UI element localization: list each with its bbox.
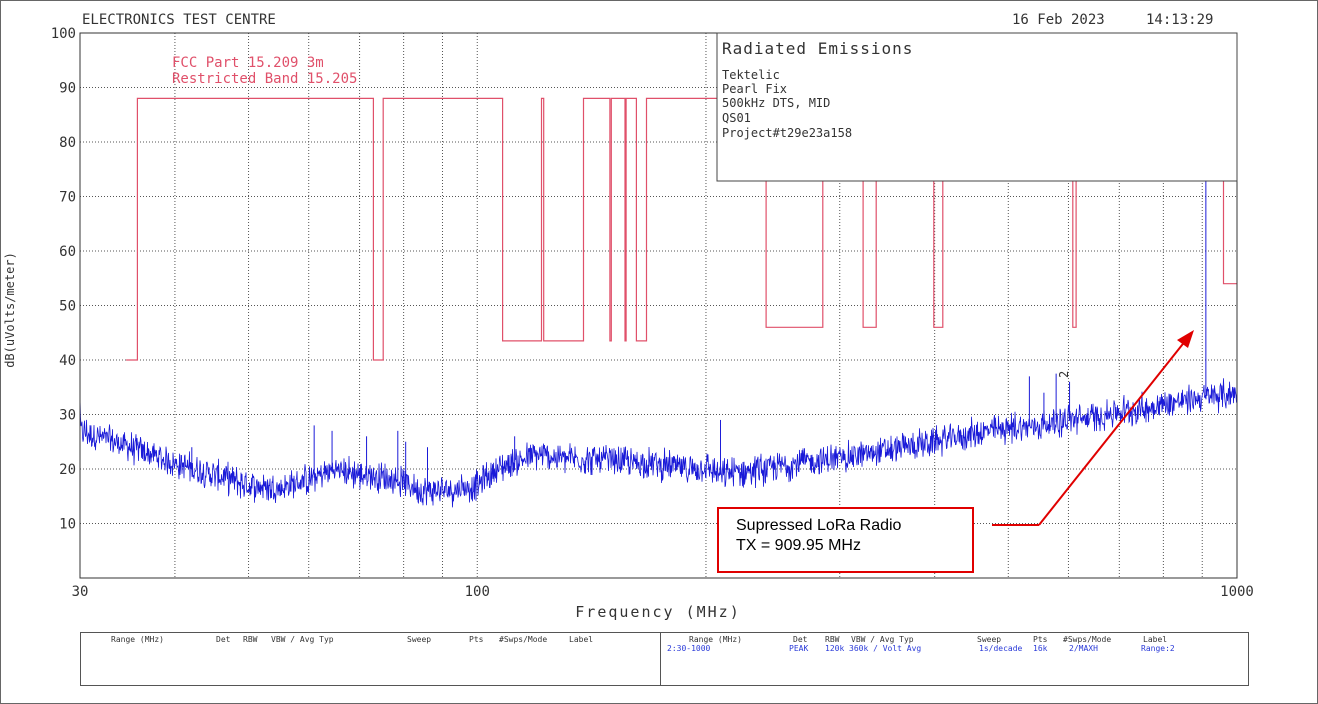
th-pts-l: Pts	[469, 635, 484, 644]
settings-table-left: Range (MHz) Det RBW VBW / Avg Typ Sweep …	[81, 633, 661, 685]
td-vbw: 360k / Volt Avg	[849, 644, 922, 653]
info-line-5: Project#t29e23a158	[722, 126, 852, 140]
td-pts: 16k	[1033, 644, 1048, 653]
header-date: 16 Feb 2023	[1012, 12, 1105, 28]
x-tick-label: 1000	[1220, 584, 1254, 600]
th-rbw-l: RBW	[243, 635, 258, 644]
x-axis-title: Frequency (MHz)	[575, 603, 740, 621]
th-swps-l: #Swps/Mode	[499, 635, 548, 644]
x-tick-label: 30	[72, 584, 89, 600]
settings-table: Range (MHz) Det RBW VBW / Avg Typ Sweep …	[80, 632, 1249, 686]
y-tick-label: 20	[59, 462, 76, 478]
y-tick-label: 30	[59, 408, 76, 424]
info-line-1: Tektelic	[722, 68, 780, 82]
info-box-title: Radiated Emissions	[722, 39, 913, 58]
y-tick-label: 50	[59, 299, 76, 315]
th-det-r: Det	[793, 635, 808, 644]
callout-line-2: TX = 909.95 MHz	[736, 537, 861, 554]
info-box-frame	[716, 32, 1238, 182]
y-tick-label: 40	[59, 353, 76, 369]
th-label-r: Label	[1143, 635, 1168, 644]
th-sweep-l: Sweep	[407, 635, 432, 644]
th-vbw-r: VBW / Avg Typ	[851, 635, 914, 644]
limit-label-restricted: Restricted Band 15.205	[172, 71, 357, 87]
settings-table-right: Range (MHz) Det RBW VBW / Avg Typ Sweep …	[661, 633, 1248, 685]
th-det-l: Det	[216, 635, 231, 644]
callout-line-1: Supressed LoRa Radio	[736, 517, 902, 534]
th-vbw-l: VBW / Avg Typ	[271, 635, 334, 644]
td-range: 2:30-1000	[667, 644, 711, 653]
th-swps-r: #Swps/Mode	[1063, 635, 1112, 644]
y-tick-label: 80	[59, 135, 76, 151]
limit-label-fcc: FCC Part 15.209 3m	[172, 55, 324, 71]
th-label-l: Label	[569, 635, 594, 644]
th-rbw-r: RBW	[825, 635, 840, 644]
th-range-l: Range (MHz)	[111, 635, 164, 644]
td-sweep: 1s/decade	[979, 644, 1023, 653]
arrow-head-icon	[1177, 330, 1194, 348]
y-tick-labels: 10 20 30 40 50 60 70 80 90 100	[51, 26, 76, 533]
marker-label: 2	[1057, 371, 1071, 378]
info-box: Radiated Emissions Tektelic Pearl Fix 50…	[716, 32, 1238, 182]
limit-line	[126, 97, 1237, 361]
y-tick-label: 90	[59, 81, 76, 97]
header-time: 14:13:29	[1146, 12, 1213, 28]
td-rbw: 120k	[825, 644, 845, 653]
info-line-4: QS01	[722, 111, 751, 125]
y-tick-label: 60	[59, 244, 76, 260]
td-det: PEAK	[789, 644, 809, 653]
th-sweep-r: Sweep	[977, 635, 1002, 644]
y-tick-label: 10	[59, 517, 76, 533]
td-swps: 2/MAXH	[1069, 644, 1098, 653]
y-tick-label: 70	[59, 190, 76, 206]
measurement-trace	[79, 174, 1238, 508]
callout-box: Supressed LoRa Radio TX = 909.95 MHz	[717, 507, 974, 573]
y-tick-label: 100	[51, 26, 76, 42]
plot-frame	[79, 32, 1238, 579]
x-tick-labels: 30 100 1000	[72, 584, 1254, 600]
th-range-r: Range (MHz)	[689, 635, 742, 644]
x-tick-label: 100	[465, 584, 490, 600]
y-axis-title: dB(uVolts/meter)	[3, 252, 17, 368]
lab-title: ELECTRONICS TEST CENTRE	[82, 12, 276, 28]
info-line-2: Pearl Fix	[722, 82, 787, 96]
callout-arrow	[992, 330, 1194, 526]
info-line-3: 500kHz DTS, MID	[722, 96, 830, 110]
th-pts-r: Pts	[1033, 635, 1048, 644]
td-label: Range:2	[1141, 644, 1175, 653]
